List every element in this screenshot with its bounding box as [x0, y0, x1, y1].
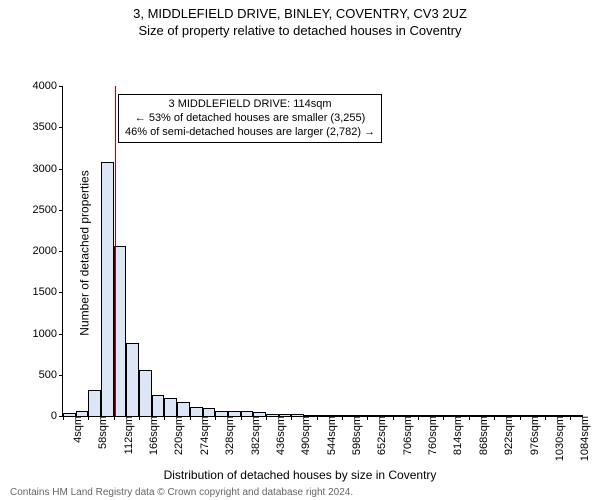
y-tick: 1000 [33, 328, 63, 340]
x-tick-mark [164, 416, 165, 420]
plot-region: 050010001500200025003000350040004sqm58sq… [62, 86, 583, 417]
x-tick-mark [494, 416, 495, 420]
y-tick: 0 [51, 410, 63, 422]
footer-attribution: Contains HM Land Registry data © Crown c… [0, 482, 600, 500]
x-tick-mark [393, 416, 394, 420]
x-tick-mark [469, 416, 470, 420]
x-tick-label: 1030sqm [548, 416, 566, 461]
x-tick-label: 544sqm [320, 416, 338, 455]
x-tick-label: 382sqm [244, 416, 262, 455]
chart-area: Number of detached properties 0500100015… [0, 38, 600, 468]
x-tick-label: 112sqm [117, 416, 135, 454]
histogram-bar [177, 402, 190, 416]
annotation-line3: 46% of semi-detached houses are larger (… [125, 126, 375, 140]
x-tick-mark [342, 416, 343, 420]
x-tick-label: 436sqm [269, 416, 287, 455]
histogram-bar [164, 398, 177, 416]
x-tick-mark [241, 416, 242, 420]
x-tick-mark [88, 416, 89, 420]
histogram-bar [139, 370, 152, 416]
annotation-line1: 3 MIDDLEFIELD DRIVE: 114sqm [125, 98, 375, 112]
x-tick-mark [443, 416, 444, 420]
x-tick-label: 652sqm [370, 416, 388, 455]
x-tick-label: 976sqm [523, 416, 541, 455]
x-tick-label: 868sqm [472, 416, 490, 455]
x-tick-mark [418, 416, 419, 420]
x-tick-mark [114, 416, 115, 420]
histogram-bar [190, 407, 203, 416]
x-tick-mark [139, 416, 140, 420]
x-tick-mark [520, 416, 521, 420]
footer-line1: Contains HM Land Registry data © Crown c… [10, 486, 590, 499]
histogram-bar [152, 395, 165, 416]
x-tick-mark [215, 416, 216, 420]
x-tick-label: 490sqm [294, 416, 312, 455]
x-tick-label: 274sqm [193, 416, 211, 455]
chart-titles: 3, MIDDLEFIELD DRIVE, BINLEY, COVENTRY, … [0, 0, 600, 38]
x-tick-mark [545, 416, 546, 420]
x-tick-label: 4sqm [66, 416, 84, 443]
histogram-bar [101, 162, 114, 416]
x-axis-label: Distribution of detached houses by size … [0, 468, 600, 482]
histogram-bar [203, 408, 216, 416]
x-tick-label: 220sqm [167, 416, 185, 455]
x-tick-label: 706sqm [396, 416, 414, 455]
x-tick-mark [190, 416, 191, 420]
x-tick-label: 922sqm [497, 416, 515, 455]
annotation-line2: ← 53% of detached houses are smaller (3,… [125, 112, 375, 126]
y-tick: 1500 [33, 286, 63, 298]
annotation-box: 3 MIDDLEFIELD DRIVE: 114sqm← 53% of deta… [118, 94, 382, 143]
x-tick-mark [266, 416, 267, 420]
y-tick: 4000 [33, 80, 63, 92]
title-line1: 3, MIDDLEFIELD DRIVE, BINLEY, COVENTRY, … [0, 6, 600, 21]
property-marker-line [115, 86, 116, 416]
x-tick-label: 166sqm [142, 416, 160, 455]
y-tick: 3500 [33, 121, 63, 133]
x-tick-label: 814sqm [446, 416, 464, 455]
y-tick: 2500 [33, 204, 63, 216]
y-tick: 500 [39, 369, 63, 381]
x-tick-mark [317, 416, 318, 420]
x-tick-label: 598sqm [345, 416, 363, 455]
title-line2: Size of property relative to detached ho… [0, 23, 600, 38]
x-tick-mark [570, 416, 571, 420]
histogram-bar [126, 343, 139, 416]
histogram-bar [88, 390, 101, 416]
x-tick-label: 58sqm [91, 416, 109, 449]
x-tick-mark [367, 416, 368, 420]
x-tick-label: 328sqm [218, 416, 236, 455]
x-tick-label: 760sqm [421, 416, 439, 455]
x-tick-label: 1084sqm [573, 416, 591, 461]
y-tick: 3000 [33, 163, 63, 175]
x-tick-mark [291, 416, 292, 420]
x-tick-mark [63, 416, 64, 420]
y-tick: 2000 [33, 245, 63, 257]
